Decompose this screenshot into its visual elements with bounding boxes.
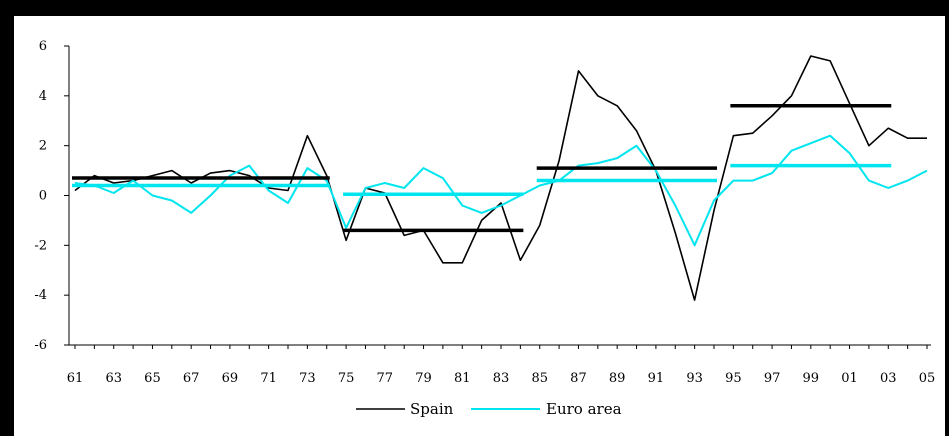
y-tick-label: -4	[34, 288, 47, 303]
y-tick-label: -2	[34, 238, 47, 253]
legend: Spain Euro area	[356, 400, 622, 418]
legend-label-spain: Spain	[410, 400, 454, 418]
x-tick-label: 63	[105, 371, 122, 386]
x-tick-label: 71	[260, 371, 277, 386]
x-tick-label: 67	[183, 371, 200, 386]
x-tick-label: 01	[841, 371, 858, 386]
axes: -6 -4 -2 0 2 4 6 61 63 65 67 69 71 73 75 77 79 81 83 85 87 89…	[34, 39, 935, 386]
x-tick-label: 89	[609, 371, 626, 386]
x-tick-label: 69	[222, 371, 239, 386]
x-tick-label: 05	[919, 371, 936, 386]
x-tick-label: 79	[415, 371, 432, 386]
x-tick-label: 83	[493, 371, 510, 386]
x-tick-label: 87	[570, 371, 587, 386]
series-line-spain	[74, 55, 927, 301]
y-tick-label: 4	[39, 89, 47, 104]
y-tick-label: 0	[39, 189, 47, 204]
x-tick-label: 85	[531, 371, 548, 386]
x-tick-label: 65	[144, 371, 161, 386]
x-tick-label: 95	[725, 371, 742, 386]
x-tick-label: 91	[648, 371, 665, 386]
x-tick-label: 93	[686, 371, 703, 386]
x-tick-label: 99	[803, 371, 820, 386]
legend-label-euro-area: Euro area	[546, 400, 622, 418]
y-tick-label: 2	[39, 139, 47, 154]
series-line-euro-area	[74, 134, 928, 247]
x-tick-label: 77	[377, 371, 394, 386]
x-tick-label: 75	[338, 371, 355, 386]
x-tick-label: 61	[67, 371, 84, 386]
period-means-layer	[72, 104, 892, 233]
x-tick-label: 03	[880, 371, 897, 386]
x-tick-label: 81	[454, 371, 471, 386]
x-tick-label: 97	[764, 371, 781, 386]
x-tick-label: 73	[299, 371, 316, 386]
series-layer	[74, 55, 928, 301]
y-tick-label: 6	[39, 39, 47, 54]
y-tick-label: -6	[34, 338, 47, 353]
